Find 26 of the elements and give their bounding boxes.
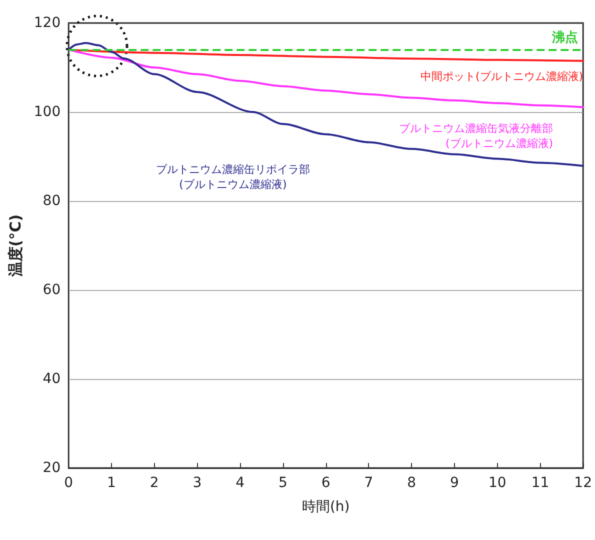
y-tick-label: 60 — [42, 282, 61, 298]
x-tick-label: 10 — [488, 475, 506, 491]
x-tick-label: 2 — [150, 475, 159, 491]
x-axis-title: 時間(h) — [302, 499, 350, 515]
x-tick-label: 3 — [192, 475, 202, 491]
x-tick-label: 8 — [407, 475, 416, 491]
x-tick-label: 4 — [236, 475, 245, 491]
x-tick-label: 6 — [321, 475, 330, 491]
x-tick-label: 1 — [107, 475, 116, 491]
x-tick-label: 0 — [64, 475, 74, 491]
ref-line-label: 沸点 — [551, 30, 578, 46]
x-tick-label: 12 — [574, 475, 592, 491]
x-tick-label: 5 — [278, 475, 288, 491]
line-series — [68, 48, 584, 108]
series-label: ブルトニウム濃縮缶気液分離部 (ブルトニウム濃縮液) — [399, 122, 554, 150]
text: ブルトニウム濃縮缶リボイラ部 (ブルトニウム濃縮液) — [156, 163, 310, 191]
y-tick-label: 40 — [42, 371, 61, 387]
y-tick-label: 80 — [42, 193, 61, 209]
y-tick-label: 20 — [42, 460, 61, 476]
x-tick-label: 11 — [531, 475, 550, 491]
y-tick-label: 100 — [34, 104, 61, 120]
y-tick-label: 120 — [34, 15, 61, 31]
x-tick-label: 9 — [450, 475, 459, 491]
x-tick-label: 7 — [364, 475, 374, 491]
y-axis-title: 温度(°C) — [6, 214, 24, 278]
series-label: 中間ポット(ブルトニウム濃縮液) — [420, 70, 584, 83]
